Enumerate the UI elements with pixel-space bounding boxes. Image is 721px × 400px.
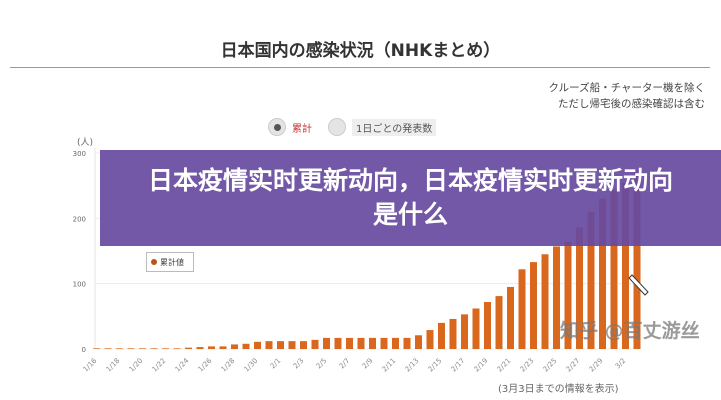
bar-1/30 — [254, 341, 261, 349]
x-tick-label: 2/29 — [588, 357, 605, 374]
headline-line-2: 是什么 — [372, 200, 448, 229]
bar-3/1 — [610, 190, 618, 349]
watermark: 知乎 @百丈游丝 — [560, 320, 700, 342]
bar-3/2 — [622, 183, 629, 349]
y-tick-label: 300 — [73, 150, 86, 158]
bar-2/9 — [369, 337, 376, 349]
bar-1/18 — [116, 348, 123, 349]
x-tick-label: 2/23 — [519, 357, 536, 374]
x-tick-label: 2/5 — [315, 357, 329, 371]
bar-1/24 — [185, 347, 192, 349]
radio-cumulative-label[interactable]: 累計 — [292, 123, 312, 135]
bar-1/26 — [208, 346, 215, 349]
x-tick-label: 2/7 — [338, 357, 352, 371]
x-tick-label: 1/28 — [220, 357, 237, 374]
bar-2/20 — [495, 296, 503, 349]
bar-2/6 — [334, 337, 342, 349]
radio-daily-label[interactable]: 1日ごとの発表数 — [352, 118, 437, 136]
bar-2/19 — [484, 301, 491, 349]
x-tick-label: 2/9 — [361, 357, 375, 371]
bar-2/12 — [403, 337, 411, 349]
bar-2/4 — [311, 339, 319, 349]
chart-legend[interactable]: 累計値 — [146, 252, 194, 272]
bar-2/29 — [599, 198, 606, 349]
x-tick-label: 1/30 — [243, 357, 260, 374]
bar-2/2 — [288, 341, 296, 349]
y-tick-label: 0 — [82, 346, 86, 354]
x-tick-label: 2/27 — [565, 357, 582, 374]
chart-note: クルーズ船・チャーター機を除く ただし帰宅後の感染確認は含む — [548, 80, 705, 112]
x-tick-label: 2/1 — [269, 357, 283, 371]
x-tick-label: 1/22 — [151, 357, 168, 374]
bar-1/21 — [150, 348, 158, 349]
x-tick-label: 1/26 — [197, 356, 214, 373]
bar-2/21 — [507, 286, 514, 349]
bar-2/14 — [426, 330, 434, 349]
title-divider — [10, 67, 710, 68]
bar-2/10 — [380, 337, 388, 349]
bar-1/20 — [139, 348, 146, 349]
mode-radio-group: 累計 1日ごとの発表数 — [268, 118, 437, 136]
headline-line-1: 日本疫情实时更新动向，日本疫情实时更新动向 — [147, 166, 673, 195]
bar-2/7 — [346, 337, 353, 349]
bar-2/25 — [553, 246, 560, 349]
pen-cursor-icon — [628, 274, 649, 296]
bar-1/28 — [231, 344, 238, 349]
x-tick-label: 2/19 — [473, 357, 490, 374]
bar-1/22 — [162, 348, 169, 349]
radio-daily[interactable] — [328, 118, 346, 136]
x-tick-label: 2/15 — [427, 357, 444, 374]
bar-3/3 — [633, 169, 641, 349]
bar-1/16 — [93, 348, 100, 349]
bar-2/13 — [415, 335, 422, 349]
chart-title: 日本国内の感染状況（NHKまとめ） — [220, 41, 501, 61]
note-line: クルーズ船・チャーター機を除く — [548, 82, 705, 94]
bar-2/23 — [530, 262, 537, 349]
note-line: ただし帰宅後の感染確認は含む — [558, 98, 705, 110]
bar-2/15 — [438, 322, 445, 349]
bar-2/18 — [472, 308, 480, 349]
bar-2/8 — [357, 337, 365, 349]
bar-2/26 — [564, 241, 572, 349]
x-tick-label: 1/24 — [174, 356, 191, 373]
x-tick-label: 2/3 — [292, 357, 306, 371]
legend-marker — [151, 259, 157, 265]
bar-2/5 — [323, 337, 330, 349]
radio-selected-dot — [273, 123, 281, 131]
bar-2/28 — [587, 211, 595, 349]
bar-2/24 — [541, 254, 549, 349]
y-axis-unit: (人) — [77, 137, 93, 148]
bar-2/16 — [449, 318, 457, 349]
headline-banner: 日本疫情实时更新动向，日本疫情实时更新动向 是什么 — [100, 150, 721, 246]
bar-2/17 — [461, 314, 468, 349]
legend-label: 累計値 — [160, 257, 184, 267]
bar-1/31 — [265, 341, 273, 349]
bar-1/25 — [196, 347, 204, 349]
x-tick-label: 2/17 — [450, 357, 467, 374]
bar-1/27 — [219, 346, 227, 349]
x-tick-label: 1/18 — [105, 357, 122, 374]
x-tick-label: 1/16 — [82, 356, 99, 373]
x-tick-label: 2/11 — [381, 357, 398, 374]
x-tick-label: 2/21 — [496, 357, 513, 374]
y-tick-label: 100 — [73, 281, 86, 289]
x-tick-label: 2/13 — [404, 357, 421, 374]
bar-1/23 — [173, 348, 181, 349]
bar-1/19 — [127, 348, 135, 349]
bar-2/22 — [518, 269, 526, 349]
chart-caption: (3月3日までの情報を表示) — [498, 384, 619, 395]
radio-cumulative[interactable] — [268, 118, 286, 136]
y-tick-label: 200 — [73, 215, 86, 223]
bar-1/29 — [242, 343, 250, 349]
bar-2/11 — [392, 337, 399, 349]
x-tick-label: 2/25 — [542, 357, 559, 374]
bar-2/27 — [576, 227, 583, 349]
bar-1/17 — [104, 348, 112, 349]
bar-2/1 — [277, 341, 284, 349]
x-tick-label: 1/20 — [128, 357, 145, 374]
x-tick-label: 3/2 — [614, 357, 628, 371]
bar-2/3 — [300, 341, 307, 349]
